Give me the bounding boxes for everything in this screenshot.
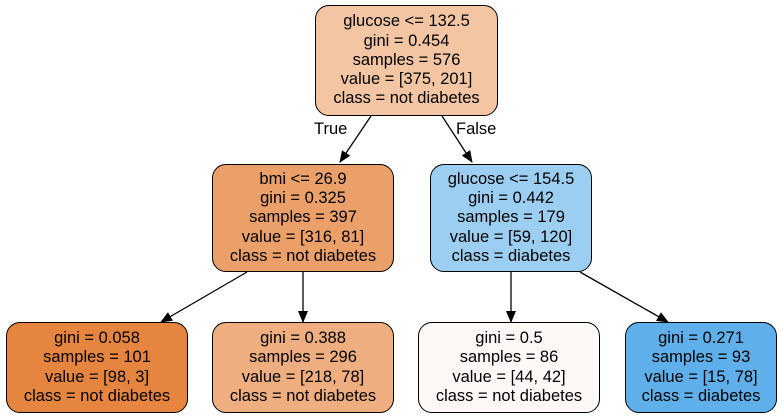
node-line: gini = 0.442: [468, 189, 554, 208]
node-line: value = [316, 81]: [241, 227, 365, 246]
node-line: class = diabetes: [641, 386, 761, 405]
node-line: samples = 179: [457, 208, 565, 227]
node-line: gini = 0.271: [658, 329, 744, 348]
node-line: value = [375, 201]: [340, 70, 473, 89]
tree-node-n5: gini = 0.5 samples = 86 value = [44, 42] cl…: [418, 322, 600, 413]
node-line: samples = 296: [249, 348, 357, 367]
node-line: value = [59, 120]: [449, 227, 573, 246]
node-line: value = [98, 3]: [44, 367, 150, 386]
edge-n0-n1: [339, 115, 372, 163]
tree-node-n2: glucose <= 154.5 gini = 0.442 samples = 17…: [430, 164, 592, 272]
node-line: gini = 0.5: [475, 329, 543, 348]
node-line: bmi <= 26.9: [259, 169, 347, 188]
node-line: samples = 93: [651, 348, 751, 367]
node-line: value = [44, 42]: [452, 367, 566, 386]
node-line: class = not diabetes: [229, 246, 377, 265]
node-line: glucose <= 132.5: [343, 12, 470, 31]
tree-node-n6: gini = 0.271 samples = 93 value = [15, 78]…: [625, 322, 777, 413]
edge-n1-n3: [160, 271, 248, 323]
node-line: gini = 0.388: [260, 329, 346, 348]
node-line: glucose <= 154.5: [447, 169, 575, 188]
node-line: class = not diabetes: [333, 89, 480, 108]
node-line: gini = 0.058: [54, 329, 140, 348]
tree-node-n4: gini = 0.388 samples = 296 value = [218, 7…: [212, 322, 394, 413]
edge-label-false: False: [456, 120, 497, 138]
node-line: class = not diabetes: [435, 386, 583, 405]
edge-label-true: True: [314, 120, 348, 138]
node-line: class = not diabetes: [229, 386, 377, 405]
tree-node-n3: gini = 0.058 samples = 101 value = [98, 3]…: [6, 322, 188, 413]
node-line: gini = 0.325: [260, 189, 346, 208]
node-line: value = [15, 78]: [644, 367, 758, 386]
tree-node-n1: bmi <= 26.9 gini = 0.325 samples = 397 valu…: [212, 164, 394, 272]
node-line: samples = 101: [43, 348, 151, 367]
edge-n0-n2: [441, 115, 473, 163]
tree-node-n0: glucose <= 132.5 gini = 0.454 samples = 57…: [315, 5, 498, 116]
node-line: value = [218, 78]: [241, 367, 365, 386]
node-line: class = not diabetes: [23, 386, 171, 405]
node-line: samples = 397: [249, 208, 357, 227]
node-line: gini = 0.454: [363, 31, 450, 50]
node-line: class = diabetes: [451, 246, 571, 265]
node-line: samples = 86: [459, 348, 559, 367]
edge-n2-n6: [579, 271, 669, 323]
node-line: samples = 576: [352, 50, 461, 69]
